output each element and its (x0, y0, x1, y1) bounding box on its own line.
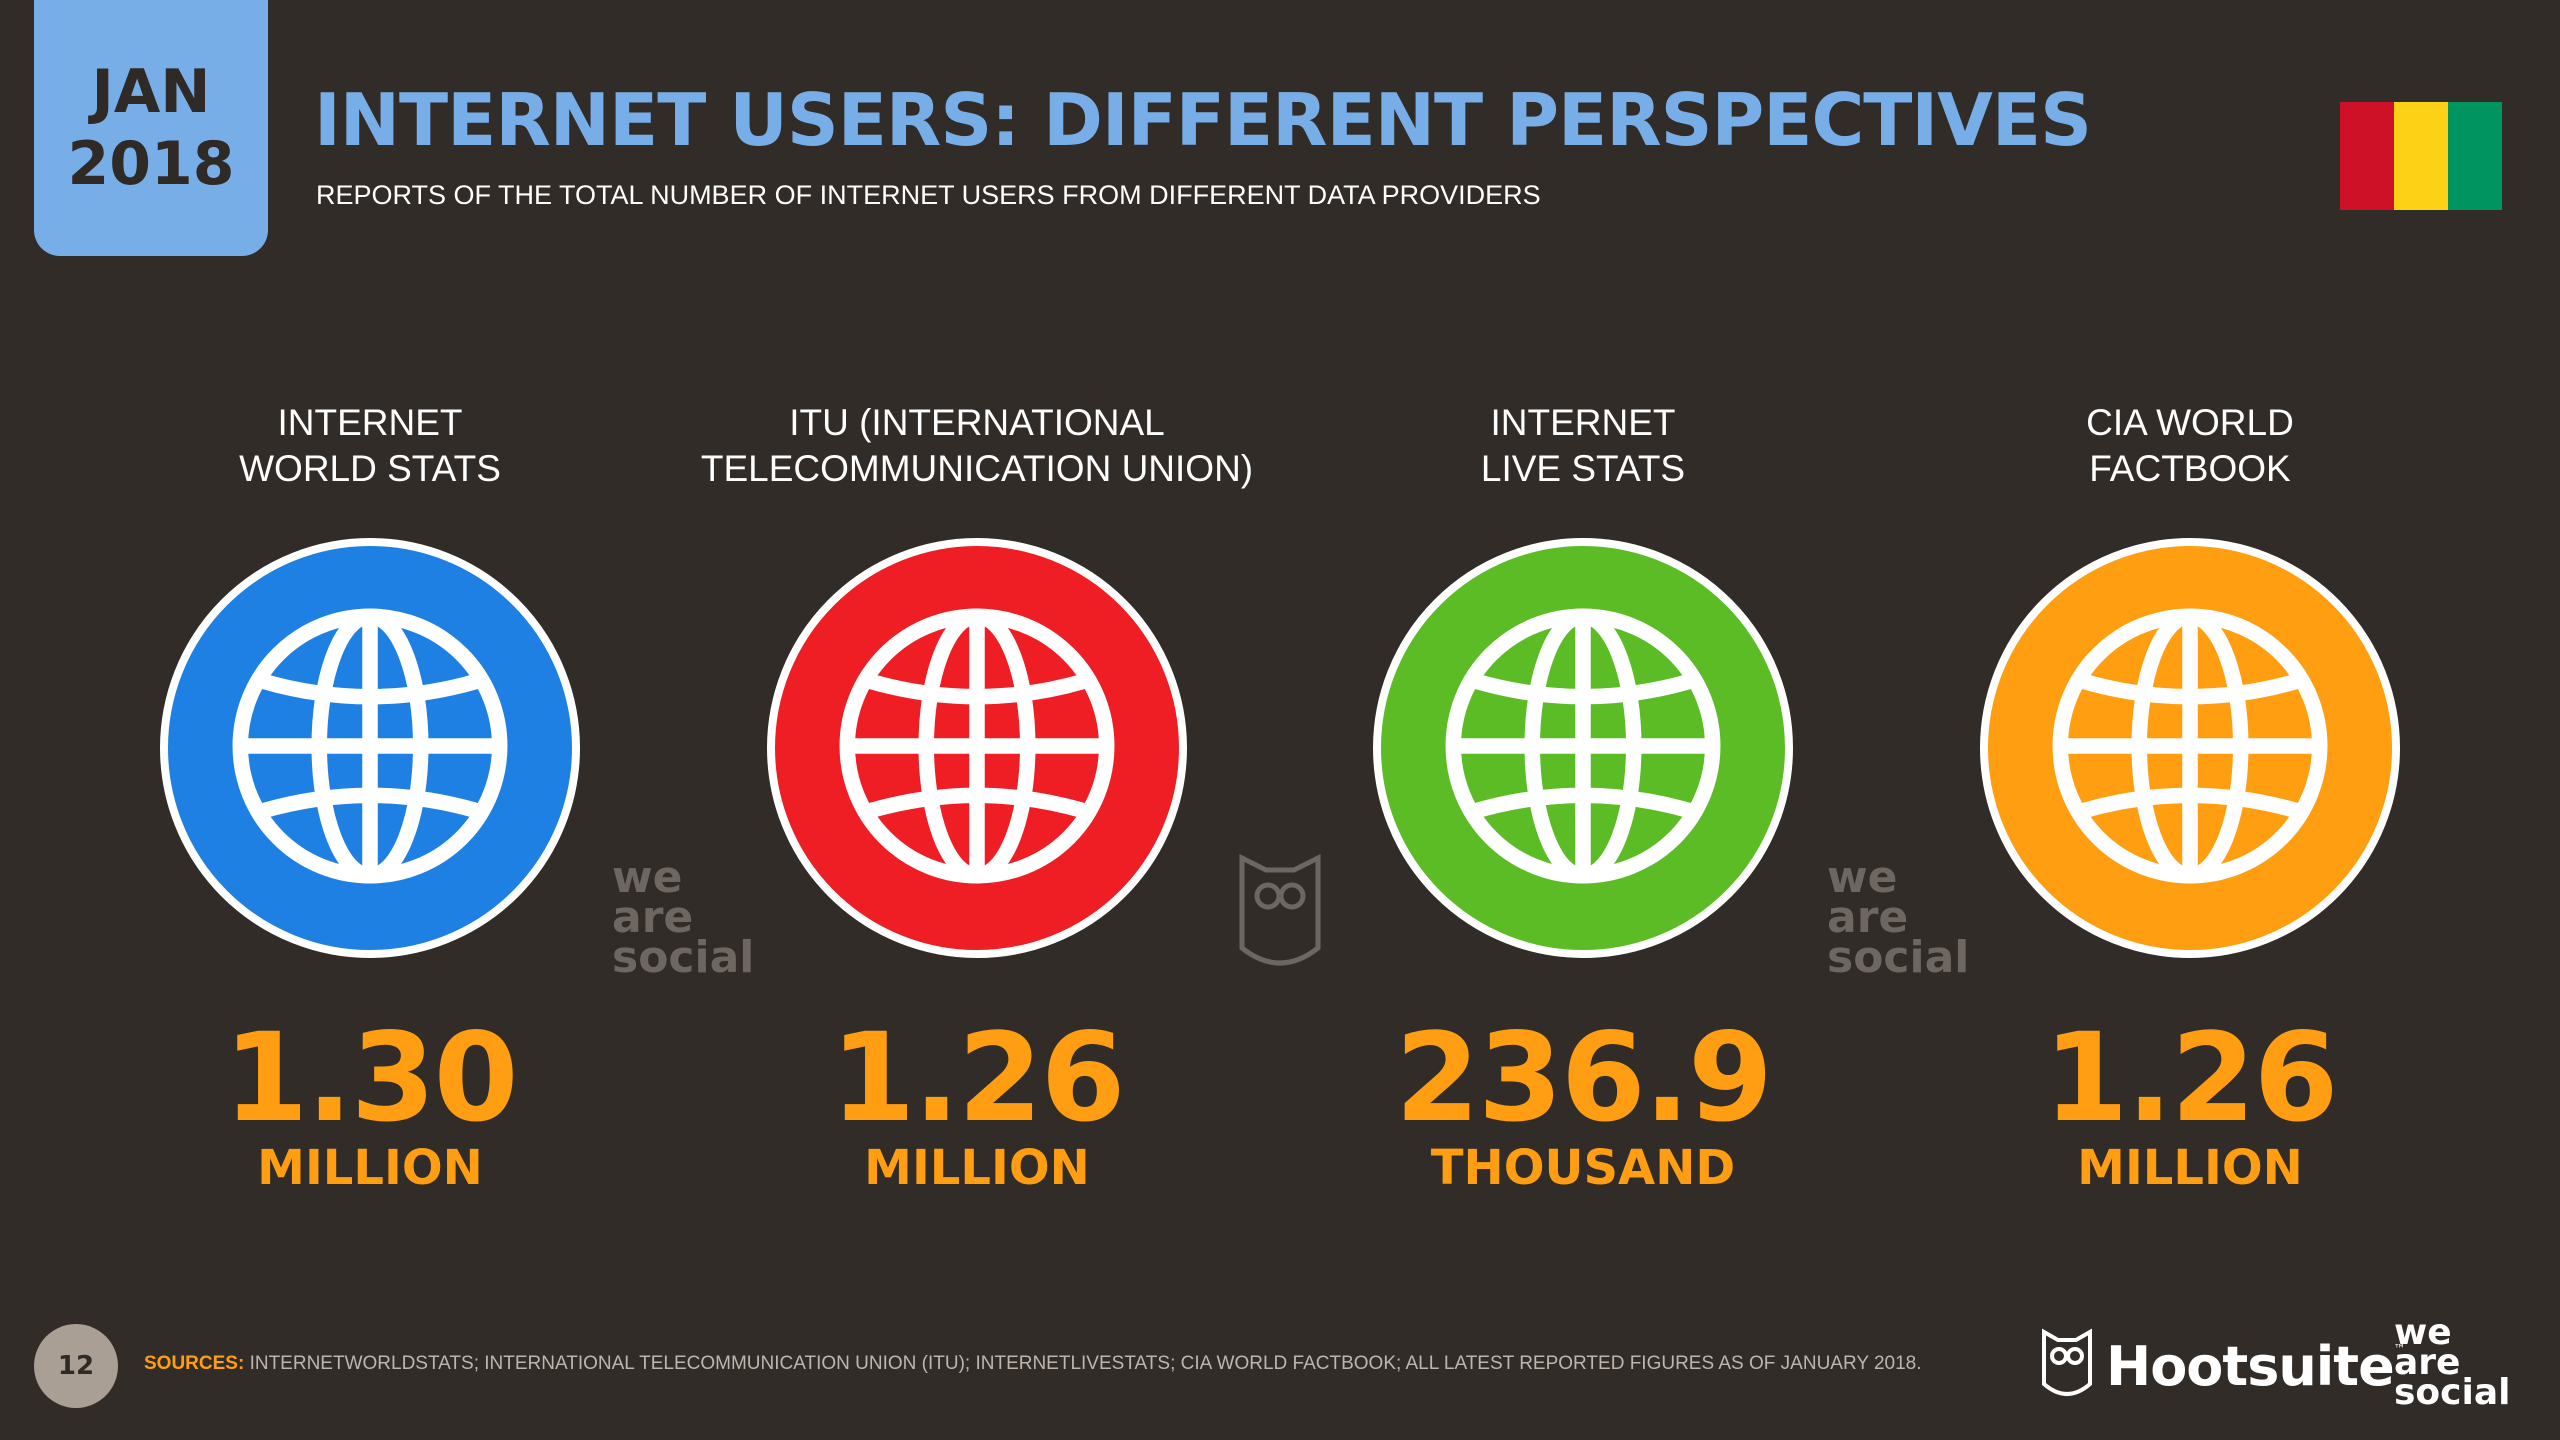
country-flag (2340, 102, 2502, 210)
globe-icon (836, 605, 1118, 891)
owl-watermark-icon (1239, 853, 1321, 966)
watermark-line2: are (1827, 892, 1909, 943)
watermark-line2: are (612, 892, 694, 943)
date-badge: JAN 2018 (34, 0, 268, 256)
provider-column-internet-live-stats: INTERNET LIVE STATS 236.9 THOUSAND (1303, 400, 1863, 1196)
page-title: INTERNET USERS: DIFFERENT PERSPECTIVES (314, 78, 2092, 162)
watermark-line3: social (1827, 932, 1970, 983)
provider-value: 1.26 (2043, 1007, 2338, 1149)
provider-label-line1: INTERNET (1490, 402, 1676, 443)
watermark-line1: we (1827, 852, 1898, 903)
flag-stripe-red (2340, 102, 2394, 210)
provider-label-line1: ITU (INTERNATIONAL (789, 402, 1165, 443)
provider-label-line2: LIVE STATS (1480, 448, 1686, 489)
hootsuite-owl-icon (2042, 1328, 2092, 1396)
provider-circle (1980, 538, 2400, 958)
globe-icon (229, 605, 511, 891)
provider-label-line1: INTERNET (277, 402, 463, 443)
hootsuite-wordmark: Hootsuite (2106, 1334, 2395, 1398)
provider-circle (1373, 538, 1793, 958)
watermark-line3: social (612, 932, 755, 983)
hootsuite-logo: Hootsuite ™ (2040, 1326, 2406, 1406)
provider-value: 1.26 (830, 1007, 1125, 1149)
provider-label: ITU (INTERNATIONAL TELECOMMUNICATION UNI… (701, 400, 1253, 496)
logo-line2: are (2394, 1342, 2461, 1383)
logo-line3: social (2394, 1372, 2511, 1413)
provider-circle (767, 538, 1187, 958)
watermark-line1: we (612, 852, 683, 903)
provider-label-line2: FACTBOOK (2089, 448, 2291, 489)
logo-line1: we (2394, 1312, 2452, 1353)
trademark: ™ (2393, 1342, 2406, 1356)
date-month: JAN (91, 57, 211, 127)
provider-label-line2: TELECOMMUNICATION UNION) (700, 448, 1254, 489)
provider-label: INTERNET WORLD STATS (239, 400, 501, 496)
globe-icon (1442, 605, 1724, 891)
sources-text: INTERNETWORLDSTATS; INTERNATIONAL TELECO… (244, 1353, 1922, 1374)
sources-note: SOURCES: INTERNETWORLDSTATS; INTERNATION… (144, 1353, 1922, 1375)
provider-column-itu: ITU (INTERNATIONAL TELECOMMUNICATION UNI… (697, 400, 1257, 1196)
provider-label: CIA WORLD FACTBOOK (2086, 400, 2294, 496)
provider-value: 1.30 (223, 1007, 518, 1149)
globe-icon (2049, 605, 2331, 891)
flag-stripe-green (2448, 102, 2502, 210)
provider-label: INTERNET LIVE STATS (1481, 400, 1685, 496)
provider-circle (160, 538, 580, 958)
provider-label-line2: WORLD STATS (239, 448, 501, 489)
provider-label-line1: CIA WORLD (2086, 402, 2294, 443)
provider-unit: MILLION (2077, 1140, 2303, 1196)
we-are-social-logo: we are social (2394, 1312, 2511, 1413)
we-are-social-watermark: we are social (1827, 852, 1970, 983)
date-year: 2018 (67, 129, 235, 199)
flag-stripe-yellow (2394, 102, 2448, 210)
sources-label: SOURCES: (144, 1353, 245, 1374)
we-are-social-watermark: we are social (612, 852, 755, 983)
provider-unit: MILLION (257, 1140, 483, 1196)
provider-column-internet-world-stats: INTERNET WORLD STATS 1.30 MILLION (90, 400, 650, 1196)
page-subtitle: REPORTS OF THE TOTAL NUMBER OF INTERNET … (316, 180, 1541, 210)
page-number: 12 (34, 1324, 118, 1408)
provider-unit: MILLION (864, 1140, 1090, 1196)
provider-column-cia-world-factbook: CIA WORLD FACTBOOK 1.26 MILLION (1910, 400, 2470, 1196)
provider-value: 236.9 (1395, 1007, 1773, 1149)
provider-unit: THOUSAND (1430, 1140, 1736, 1196)
